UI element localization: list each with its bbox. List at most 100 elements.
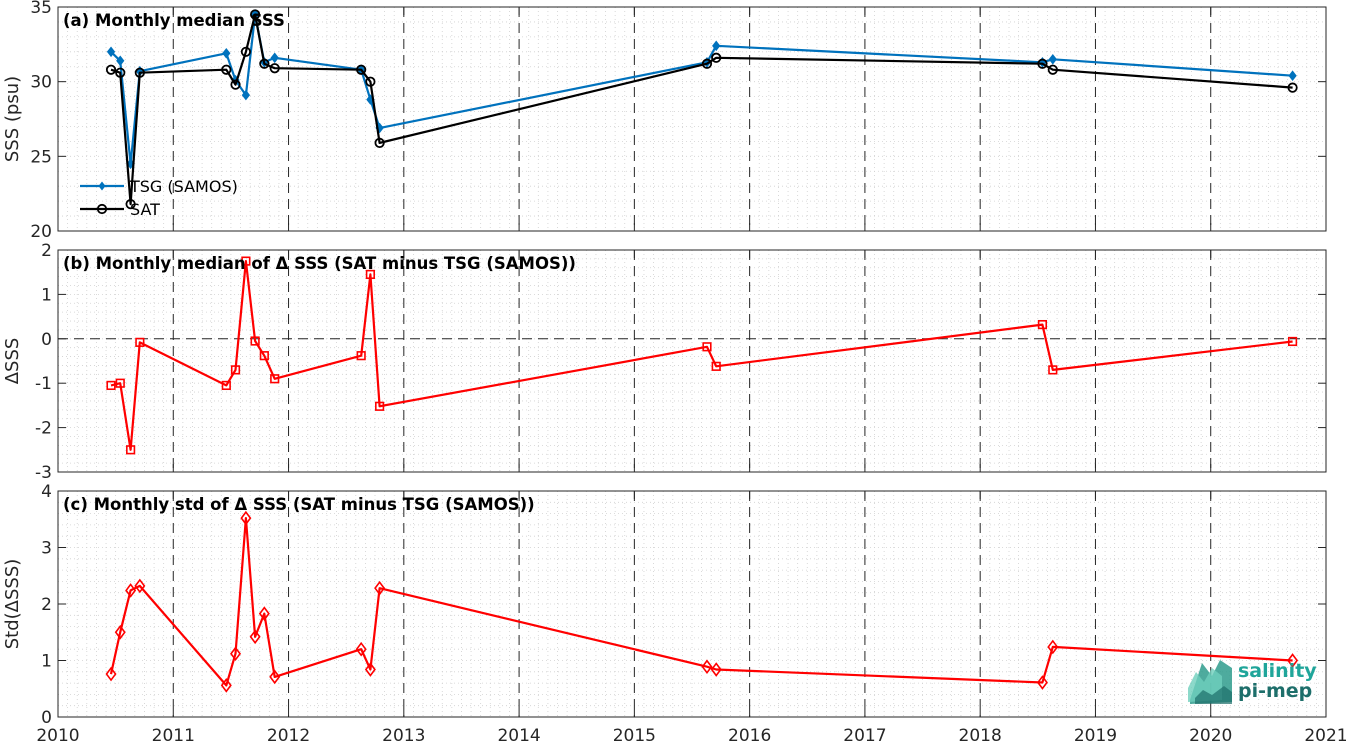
panel-title: (c) Monthly std of Δ SSS (SAT minus TSG … <box>63 495 535 514</box>
data-point <box>270 52 279 64</box>
y-tick-label: 35 <box>30 0 52 18</box>
data-point <box>105 666 117 682</box>
y-axis-label: SSS (psu) <box>2 76 23 162</box>
y-tick-label: 0 <box>41 330 52 350</box>
data-point <box>221 380 231 391</box>
data-point <box>364 662 376 677</box>
data-point <box>1037 58 1048 69</box>
legend-marker <box>96 203 108 215</box>
data-point <box>365 76 376 87</box>
x-tick-label: 2016 <box>728 726 771 745</box>
data-point <box>1287 82 1298 93</box>
data-point <box>269 63 280 74</box>
data-point <box>114 624 126 640</box>
data-point <box>270 374 280 384</box>
panel-c-std-delta-sss: 0 1 2 3 4 2010 2011 2012 2013 2014 2015 2016 2017 201… <box>2 482 1348 745</box>
data-point <box>1048 53 1057 65</box>
major-grid <box>172 250 1212 472</box>
data-point <box>106 380 116 391</box>
y-axis-label: ΔSSS <box>2 338 23 385</box>
data-point <box>250 9 261 20</box>
data-point <box>1287 653 1299 668</box>
data-point <box>134 67 145 78</box>
data-point <box>106 46 116 58</box>
data-point <box>375 401 385 411</box>
panel-title: (a) Monthly median SSS <box>63 11 285 30</box>
axes-box <box>57 249 1327 473</box>
series-line <box>110 260 1293 451</box>
minor-grid <box>58 250 1326 472</box>
data-point <box>1047 64 1058 75</box>
data-point <box>249 629 261 645</box>
data-point <box>711 52 722 63</box>
y-tick-label: 1 <box>41 285 52 305</box>
series-delta-sss <box>106 256 1298 455</box>
data-point <box>125 583 137 598</box>
data-point <box>126 445 136 455</box>
data-point <box>374 137 385 148</box>
data-point <box>356 64 367 75</box>
logo-text-line1: salinity <box>1238 660 1317 682</box>
data-point <box>241 89 251 101</box>
legend-label: SAT <box>130 200 160 219</box>
data-point <box>220 678 232 693</box>
data-point <box>115 67 126 78</box>
logo-text-line2: pi-mep <box>1238 680 1312 702</box>
data-point <box>116 55 125 67</box>
data-point <box>105 64 117 75</box>
y-tick-label: 2 <box>41 241 52 261</box>
data-point <box>125 199 136 210</box>
y-tick-label: 0 <box>41 708 52 728</box>
major-grid <box>172 7 1212 231</box>
legend: TSG (SAMOS) SAT <box>80 177 238 219</box>
logo-waves-icon <box>1188 660 1232 704</box>
data-point <box>115 378 125 388</box>
data-point <box>134 578 146 594</box>
x-tick-label: 2020 <box>1189 726 1232 745</box>
y-tick-label: -1 <box>35 374 52 394</box>
data-point <box>230 79 241 90</box>
x-tick-label: 2014 <box>497 726 540 745</box>
data-point <box>710 662 722 677</box>
data-point <box>356 351 366 361</box>
x-tick-label: 2018 <box>959 726 1002 745</box>
data-point <box>135 337 145 347</box>
x-tick-label: 2010 <box>36 726 79 745</box>
data-point <box>1047 639 1059 655</box>
series-sat <box>105 9 1298 210</box>
x-tick-label: 2013 <box>382 726 425 745</box>
major-grid <box>172 491 1212 717</box>
y-tick-label: 2 <box>41 595 52 615</box>
data-point <box>241 256 251 266</box>
panel-b-median-delta-sss: -3 -2 -1 0 1 2 ΔSSS (b) Monthly median of Δ SSS… <box>2 241 1327 483</box>
x-tick-label: 2021 <box>1304 726 1347 745</box>
data-point <box>250 336 260 346</box>
data-point <box>221 64 232 75</box>
y-tick-label: 4 <box>41 482 52 502</box>
data-point <box>259 58 270 69</box>
series-line <box>110 13 1293 206</box>
y-tick-label: 30 <box>30 73 52 93</box>
data-point <box>1037 319 1048 330</box>
data-point <box>701 659 713 675</box>
data-point <box>258 606 270 621</box>
y-tick-label: 3 <box>41 539 52 559</box>
legend-label: TSG (SAMOS) <box>129 177 238 196</box>
data-point <box>1288 70 1297 82</box>
panel-a-monthly-median-sss: 20 25 30 35 SSS (psu) (a) Monthly median SSS T… <box>2 0 1327 242</box>
data-point <box>711 361 721 371</box>
y-tick-label: -2 <box>35 419 52 439</box>
series-line <box>109 516 1293 687</box>
data-point <box>374 580 386 596</box>
salinity-pimep-logo: salinity pi-mep <box>1188 660 1317 704</box>
data-point <box>355 641 367 657</box>
data-point <box>702 342 712 352</box>
data-point <box>712 40 721 52</box>
data-point <box>259 351 269 361</box>
x-tick-label: 2015 <box>613 726 656 745</box>
data-point <box>701 58 713 69</box>
data-point <box>1036 675 1048 690</box>
y-tick-label: 25 <box>30 147 52 167</box>
data-point <box>230 365 241 375</box>
